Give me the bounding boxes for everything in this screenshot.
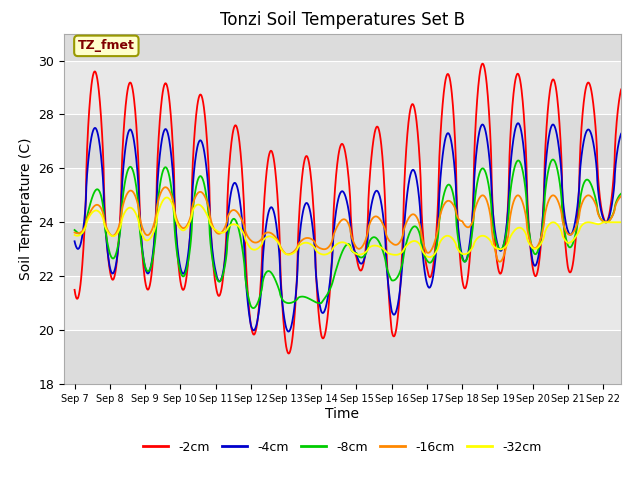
Bar [64,222,621,276]
-8cm [71,227,79,233]
-32cm [490,244,498,250]
-4cm [285,329,292,335]
-2cm [490,227,498,233]
-4cm [573,209,580,215]
-32cm [573,232,580,238]
-32cm [332,242,339,248]
-2cm [332,181,339,187]
-8cm [549,156,557,162]
-16cm [159,186,166,192]
-16cm [635,218,640,224]
Line: -2cm: -2cm [75,64,639,353]
-4cm [159,132,166,138]
-32cm [342,240,350,246]
-16cm [342,217,350,223]
-8cm [635,218,640,224]
-2cm [573,224,580,230]
-2cm [159,89,166,95]
-4cm [332,214,339,219]
Legend: -2cm, -4cm, -8cm, -16cm, -32cm: -2cm, -4cm, -8cm, -16cm, -32cm [138,436,547,459]
-32cm [71,232,79,238]
-4cm [342,195,350,201]
-4cm [490,218,497,224]
-8cm [490,228,497,234]
-16cm [162,184,170,190]
-2cm [635,213,640,219]
-16cm [628,203,636,209]
Line: -4cm: -4cm [75,123,639,332]
-16cm [332,228,339,233]
-2cm [342,154,350,160]
Y-axis label: Soil Temperature (C): Soil Temperature (C) [19,138,33,280]
Bar [64,60,621,114]
Bar [64,330,621,384]
-8cm [332,269,339,275]
Text: TZ_fmet: TZ_fmet [78,39,135,52]
-32cm [426,254,433,260]
X-axis label: Time: Time [325,407,360,420]
-32cm [159,198,166,204]
Bar [64,114,621,168]
-16cm [496,259,504,264]
-4cm [628,164,636,169]
-2cm [285,350,292,356]
Line: -8cm: -8cm [75,159,639,308]
-8cm [342,242,350,248]
-8cm [159,168,166,174]
-4cm [514,120,522,126]
-2cm [71,287,79,293]
-8cm [628,202,636,207]
-16cm [490,240,497,246]
Line: -32cm: -32cm [75,197,639,257]
-32cm [628,219,636,225]
-8cm [250,305,257,311]
Line: -16cm: -16cm [75,187,639,262]
-32cm [163,194,171,200]
-2cm [628,136,636,142]
-8cm [573,226,580,231]
-16cm [573,222,580,228]
Bar [64,276,621,330]
-32cm [635,219,640,225]
-4cm [635,216,640,221]
Title: Tonzi Soil Temperatures Set B: Tonzi Soil Temperatures Set B [220,11,465,29]
-16cm [71,229,79,235]
-4cm [71,239,79,244]
Bar [64,168,621,222]
-2cm [479,61,486,67]
